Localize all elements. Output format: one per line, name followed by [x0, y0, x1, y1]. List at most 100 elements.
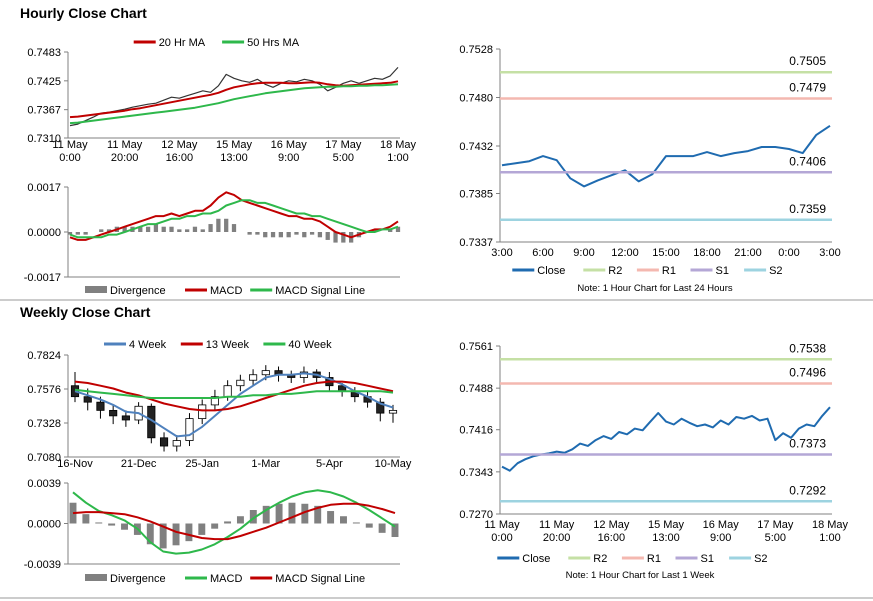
- level-label: 0.7496: [789, 366, 826, 380]
- bar: [294, 232, 299, 235]
- x-tick-label: 9:00: [573, 247, 594, 259]
- legend-label: MACD Signal Line: [275, 285, 365, 297]
- bar: [270, 232, 276, 238]
- series-line: [501, 124, 831, 188]
- bar: [302, 232, 307, 238]
- candle-body: [96, 401, 105, 411]
- x-tick-label: 16-Nov: [57, 458, 93, 470]
- bar: [231, 224, 237, 232]
- y-tick-label: 0.7416: [459, 425, 493, 437]
- y-tick-label: 0.0039: [27, 478, 61, 490]
- x-tick-label: 25-Jan: [185, 458, 219, 470]
- bar: [185, 523, 193, 542]
- bar: [255, 232, 260, 235]
- bar: [275, 503, 283, 524]
- legend-label: 50 Hrs MA: [247, 37, 300, 49]
- x-tick-label: 5-Apr: [316, 458, 343, 470]
- series-line: [72, 489, 396, 555]
- bar: [146, 523, 154, 545]
- candle-body: [261, 370, 270, 376]
- bar: [67, 232, 73, 235]
- bar: [153, 224, 159, 232]
- bar: [378, 523, 386, 533]
- legend-label: MACD: [210, 573, 242, 585]
- bar: [138, 226, 143, 232]
- legend-label: 4 Week: [129, 339, 167, 351]
- legend-label: R1: [647, 553, 661, 565]
- bar: [177, 229, 182, 232]
- series-line: [69, 191, 399, 241]
- bar: [211, 523, 219, 529]
- level-label: 0.7292: [789, 483, 826, 497]
- series-line: [69, 199, 399, 239]
- bar: [169, 226, 174, 232]
- legend-label: R2: [593, 553, 607, 565]
- y-tick-label: 0.7528: [459, 44, 493, 56]
- legend-label: Divergence: [110, 573, 166, 585]
- x-tick-label: 21:00: [734, 247, 762, 259]
- legend-label: 13 Week: [206, 339, 250, 351]
- candle-body: [198, 404, 207, 420]
- legend-label: Divergence: [110, 285, 166, 297]
- legend-swatch: [85, 286, 107, 293]
- bar: [198, 523, 206, 535]
- bar: [216, 218, 221, 232]
- y-tick-label: 0.7367: [27, 105, 61, 117]
- level-label: 0.7359: [789, 202, 826, 216]
- bar: [236, 516, 244, 524]
- bar: [278, 232, 283, 238]
- legend-label: R1: [662, 265, 676, 277]
- bar: [262, 505, 270, 524]
- chart-note: Note: 1 Hour Chart for Last 1 Week: [566, 570, 715, 581]
- x-tick-label: 10-May: [375, 458, 412, 470]
- candle-body: [210, 396, 219, 406]
- level-label: 0.7373: [789, 437, 826, 451]
- y-tick-label: 0.7561: [459, 341, 493, 353]
- bar: [208, 224, 213, 232]
- bar: [83, 232, 88, 235]
- legend-label: S1: [701, 553, 714, 565]
- bar: [340, 516, 347, 524]
- y-tick-label: 0.7824: [27, 350, 61, 362]
- x-tick-label: 15:00: [652, 247, 680, 259]
- bar: [352, 522, 360, 524]
- bar: [106, 229, 112, 232]
- legend-label: 20 Hr MA: [159, 37, 206, 49]
- y-tick-label: 0.7576: [27, 384, 61, 396]
- y-tick-label: 0.7080: [27, 452, 61, 464]
- x-tick-label: 12 May 16:00: [593, 519, 630, 544]
- bar: [247, 232, 252, 235]
- candle-body: [236, 379, 245, 387]
- section-heading: Hourly Close Chart: [20, 5, 147, 21]
- candle-body: [83, 396, 92, 403]
- x-tick-label: 12 May 16:00: [161, 139, 198, 164]
- y-tick-label: 0.7385: [459, 188, 493, 200]
- bar: [314, 505, 322, 524]
- x-tick-label: 21-Dec: [121, 458, 157, 470]
- y-tick-label: 0.0017: [27, 182, 61, 194]
- x-tick-label: 12:00: [611, 247, 639, 259]
- legend-label: MACD: [210, 285, 242, 297]
- x-tick-label: 3:00: [819, 247, 840, 259]
- level-label: 0.7505: [789, 54, 826, 68]
- bar: [325, 232, 330, 240]
- y-tick-label: 0.7310: [27, 133, 61, 145]
- x-tick-label: 16 May 9:00: [271, 139, 308, 164]
- y-tick-label: 0.0000: [27, 519, 61, 531]
- bar: [224, 218, 229, 232]
- x-tick-label: 1-Mar: [251, 458, 280, 470]
- candle-body: [159, 437, 169, 447]
- bar: [121, 523, 128, 530]
- y-tick-label: 0.7328: [27, 418, 61, 430]
- legend-label: Close: [537, 265, 565, 277]
- series-line: [74, 372, 394, 438]
- x-tick-label: 17 May 5:00: [325, 139, 362, 164]
- bar: [317, 232, 323, 238]
- bar: [108, 523, 116, 526]
- bar: [192, 226, 198, 232]
- bar: [159, 523, 167, 549]
- candle-body: [109, 409, 118, 417]
- legend-label: MACD Signal Line: [275, 573, 365, 585]
- bar: [365, 523, 373, 528]
